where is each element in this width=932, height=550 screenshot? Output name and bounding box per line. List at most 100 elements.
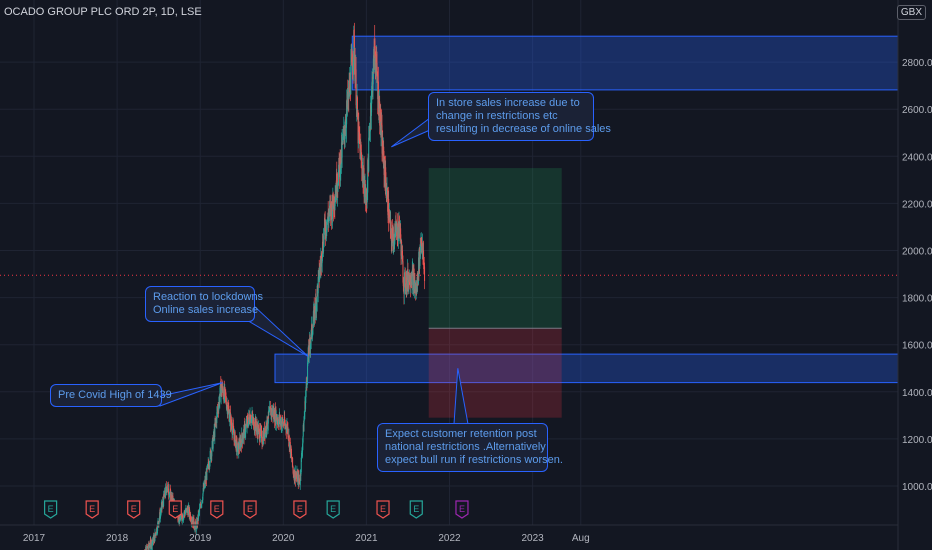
candle-body [394,232,396,241]
annotation-instore[interactable]: In store sales increase due to change in… [428,92,611,141]
candle-body [371,85,373,104]
candle-body [333,196,335,208]
candle-body [343,126,345,134]
earnings-flag-icon [127,500,141,519]
candle-body [326,221,328,231]
candle-body [190,514,192,521]
position-tool[interactable] [0,168,898,418]
earnings-flag-icon [376,500,390,519]
earnings-marker-label: E [131,504,137,514]
candle-body [315,297,317,314]
candle-body [423,250,425,265]
annotation-line: expect bull run if restrictions worsen. [385,454,563,466]
earnings-flag-icon [409,500,423,519]
earnings-marker: E [127,500,141,519]
candle-body [405,287,407,290]
candle-body [258,428,260,440]
candle-body [268,412,270,416]
annotation-line: Expect customer retention post [385,428,537,440]
candle-body [157,522,159,531]
candle-body [341,142,343,158]
x-tick-label: 2020 [272,533,295,544]
earnings-flag-icon [243,500,257,519]
candle-body [167,483,169,493]
candle-body [375,64,377,76]
candle-body [241,433,243,439]
annotation-line: In store sales increase due to [436,97,580,109]
candle-body [380,123,382,132]
candle-body [163,494,165,507]
y-tick-label: 1000.0 [902,482,932,493]
earnings-marker-label: E [413,504,419,514]
upper-resistance-zone [351,35,899,91]
earnings-marker-label: E [214,504,220,514]
earnings-marker: E [243,500,257,519]
candle-body [300,457,302,473]
y-tick-label: 2200.0 [902,199,932,210]
candle-body [242,439,244,443]
earnings-marker: E [44,500,58,519]
x-tick-label: 2019 [189,533,212,544]
candle-body [301,452,303,458]
x-tick-label: 2018 [106,533,129,544]
candle-body [307,362,309,380]
candle-body [212,439,214,449]
y-tick-label: 2400.0 [902,152,932,163]
x-tick-label: Aug [572,533,590,544]
candle-body [311,324,313,336]
candle-body [278,419,280,425]
currency-badge[interactable]: GBX [896,5,926,20]
annotation-precovid[interactable]: Pre Covid High of 1439 [50,384,172,407]
candle-body [222,386,224,391]
candle-body [297,475,299,482]
candle-body [201,500,203,505]
y-tick-label: 1800.0 [902,294,932,305]
candle-body [233,432,235,435]
candle-body [229,413,231,419]
candle-body [331,211,333,219]
earnings-flag-icon [85,500,99,519]
earnings-marker: E [409,500,423,519]
x-tick-label: 2022 [438,533,461,544]
candle-body [273,411,275,421]
candle-body [378,102,380,113]
y-tick-label: 2800.0 [902,58,932,69]
candle-body [417,272,419,282]
annotation-line: Reaction to lockdowns [153,291,264,303]
candle-body [424,266,426,281]
candle-body [263,427,265,438]
candle-body [356,97,358,117]
x-tick-label: 2017 [23,533,46,544]
annotation-line: change in restrictions etc [436,110,558,122]
candle-body [249,414,251,422]
candle-body [359,145,361,159]
candle-body [180,516,182,520]
candle-body [350,64,352,95]
candle-body [220,387,222,397]
x-tick-label: 2023 [521,533,544,544]
candle-body [355,69,357,106]
candle-body [207,464,209,469]
earnings-flag-icon [210,500,224,519]
candle-body [152,540,154,541]
candle-body [261,430,263,442]
candle-body [282,418,284,421]
candle-body [316,285,318,302]
annotation-lockdown[interactable]: Reaction to lockdowns Online sales incre… [145,286,264,322]
candle-body [369,116,371,132]
symbol-title[interactable]: OCADO GROUP PLC ORD 2P, 1D, LSE [4,6,202,18]
earnings-marker: E [210,500,224,519]
candle-body [400,228,402,241]
earnings-marker-label: E [459,504,465,514]
zones-layer [274,35,899,384]
annotation-expect[interactable]: Expect customer retention post national … [377,423,563,472]
candle-body [172,495,174,504]
candle-body [391,237,393,247]
position-stop-area [428,328,562,418]
candle-body [402,261,404,283]
y-tick-label: 1600.0 [902,341,932,352]
candle-body [165,486,167,490]
earnings-flag-icon [326,500,340,519]
